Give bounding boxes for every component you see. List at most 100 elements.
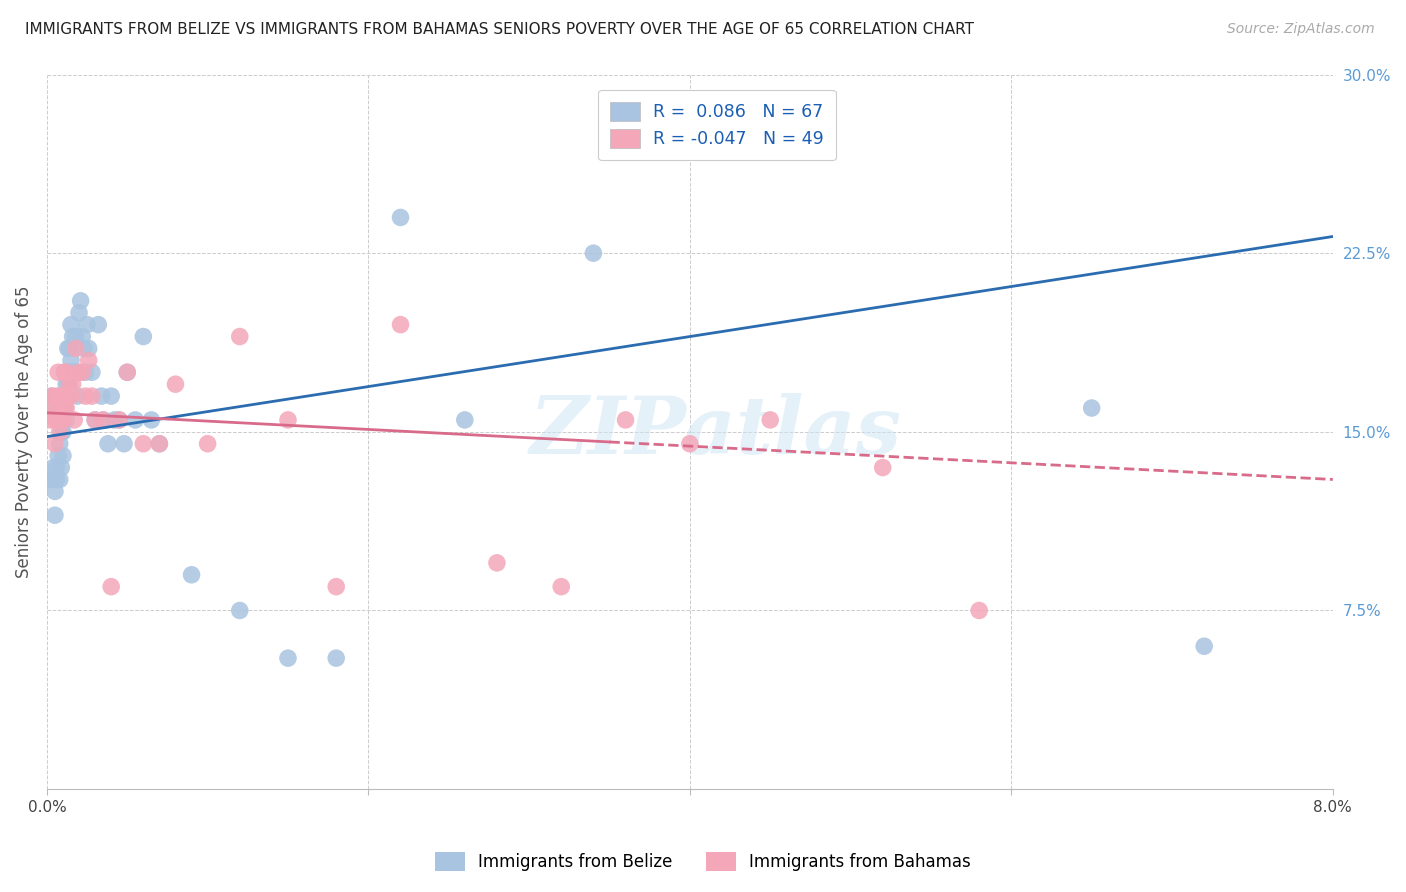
Point	[51, 425, 73, 439]
Point	[679, 436, 702, 450]
Point	[132, 436, 155, 450]
Point	[100, 580, 122, 594]
Text: Source: ZipAtlas.com: Source: ZipAtlas.com	[1227, 22, 1375, 37]
Point	[84, 413, 107, 427]
Point	[45, 460, 67, 475]
Point	[91, 413, 114, 427]
Point	[52, 413, 75, 427]
Point	[108, 413, 131, 427]
Point	[39, 413, 62, 427]
Point	[197, 436, 219, 450]
Point	[389, 211, 412, 225]
Point	[67, 306, 90, 320]
Point	[614, 413, 637, 427]
Point	[80, 389, 103, 403]
Point	[46, 401, 69, 415]
Point	[59, 318, 82, 332]
Point	[58, 365, 80, 379]
Point	[42, 401, 65, 415]
Point	[59, 389, 82, 403]
Point	[46, 449, 69, 463]
Point	[66, 389, 89, 403]
Point	[52, 413, 75, 427]
Point	[44, 413, 66, 427]
Point	[389, 318, 412, 332]
Text: IMMIGRANTS FROM BELIZE VS IMMIGRANTS FROM BAHAMAS SENIORS POVERTY OVER THE AGE O: IMMIGRANTS FROM BELIZE VS IMMIGRANTS FRO…	[25, 22, 974, 37]
Point	[44, 473, 66, 487]
Point	[90, 389, 112, 403]
Point	[277, 413, 299, 427]
Point	[48, 425, 70, 439]
Point	[52, 425, 75, 439]
Point	[46, 413, 69, 427]
Point	[62, 377, 84, 392]
Point	[46, 365, 69, 379]
Point	[75, 389, 97, 403]
Point	[582, 246, 605, 260]
Point	[70, 365, 93, 379]
Point	[39, 473, 62, 487]
Legend: R =  0.086   N = 67, R = -0.047   N = 49: R = 0.086 N = 67, R = -0.047 N = 49	[599, 90, 835, 161]
Point	[45, 389, 67, 403]
Point	[63, 365, 86, 379]
Point	[46, 401, 69, 415]
Point	[65, 365, 87, 379]
Point	[132, 329, 155, 343]
Point	[550, 580, 572, 594]
Point	[42, 401, 65, 415]
Point	[100, 389, 122, 403]
Point	[967, 603, 990, 617]
Point	[48, 436, 70, 450]
Point	[277, 651, 299, 665]
Point	[76, 318, 98, 332]
Point	[91, 413, 114, 427]
Point	[77, 342, 100, 356]
Point	[58, 342, 80, 356]
Point	[75, 365, 97, 379]
Point	[51, 413, 73, 427]
Point	[67, 365, 90, 379]
Point	[117, 365, 139, 379]
Point	[52, 449, 75, 463]
Point	[48, 473, 70, 487]
Point	[165, 377, 187, 392]
Point	[56, 342, 79, 356]
Point	[58, 377, 80, 392]
Point	[69, 293, 91, 308]
Point	[872, 460, 894, 475]
Point	[51, 460, 73, 475]
Point	[84, 413, 107, 427]
Point	[56, 389, 79, 403]
Point	[53, 401, 76, 415]
Point	[112, 436, 135, 450]
Point	[325, 580, 347, 594]
Point	[45, 413, 67, 427]
Point	[124, 413, 146, 427]
Point	[53, 389, 76, 403]
Point	[44, 436, 66, 450]
Point	[65, 329, 87, 343]
Point	[759, 413, 782, 427]
Point	[73, 342, 96, 356]
Point	[229, 329, 252, 343]
Point	[56, 377, 79, 392]
Point	[53, 365, 76, 379]
Point	[55, 377, 77, 392]
Point	[44, 484, 66, 499]
Point	[141, 413, 163, 427]
Point	[52, 389, 75, 403]
Point	[42, 460, 65, 475]
Point	[97, 436, 120, 450]
Point	[41, 389, 63, 403]
Point	[55, 413, 77, 427]
Point	[103, 413, 125, 427]
Point	[63, 413, 86, 427]
Point	[485, 556, 508, 570]
Point	[77, 353, 100, 368]
Point	[108, 413, 131, 427]
Point	[65, 342, 87, 356]
Point	[229, 603, 252, 617]
Point	[44, 508, 66, 523]
Point	[70, 329, 93, 343]
Legend: Immigrants from Belize, Immigrants from Bahamas: Immigrants from Belize, Immigrants from …	[426, 843, 980, 880]
